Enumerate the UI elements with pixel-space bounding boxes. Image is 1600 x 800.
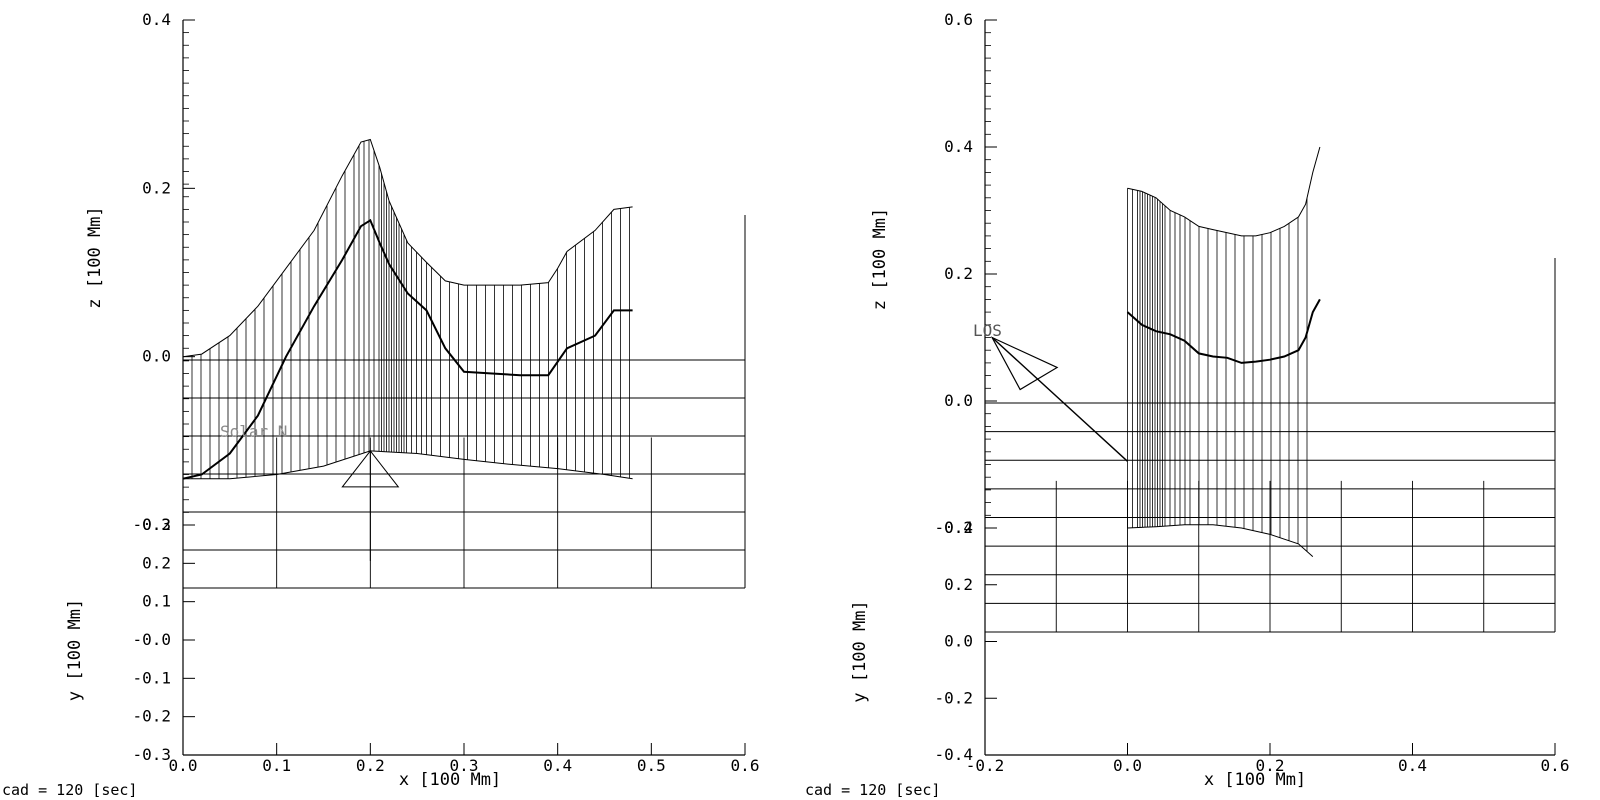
series-field-line — [182, 218, 633, 480]
z-tick-label: 0.2 — [944, 264, 973, 283]
z-tick-label: 0.0 — [944, 391, 973, 410]
y-tick-label: 0.2 — [142, 553, 171, 572]
annotation-label: LOS — [973, 321, 1002, 340]
z-tick-label: 0.4 — [944, 137, 973, 156]
series-upper-boundary — [182, 138, 633, 358]
cadence-label: cad = 120 [sec] — [805, 781, 940, 799]
y-tick-label: -0.2 — [132, 707, 171, 726]
x-tick-label: 0.6 — [731, 756, 760, 775]
series-field-line — [1126, 298, 1321, 364]
series-upper-boundary — [1127, 146, 1321, 237]
y-tick-label: 0.0 — [944, 632, 973, 651]
observer-triangle — [341, 450, 400, 488]
series-footpoint-baseline — [183, 450, 633, 480]
x-axis-title: x [100 Mm] — [1204, 770, 1306, 790]
x-tick-label: 0.4 — [1398, 756, 1427, 775]
z-tick-label: -0.2 — [132, 515, 171, 534]
cadence-label: cad = 120 [sec] — [2, 781, 137, 799]
y-tick-label: -0.0 — [132, 630, 171, 649]
los-arrowhead — [990, 336, 1059, 391]
x-axis-title: x [100 Mm] — [399, 770, 501, 790]
z-tick-label: 0.4 — [142, 10, 171, 29]
y-tick-label: 0.1 — [142, 592, 171, 611]
z-axis-title: z [100 Mm] — [85, 206, 105, 308]
x-tick-label: -0.2 — [966, 756, 1005, 775]
y-tick-label: 0.4 — [944, 518, 973, 537]
y-tick-label: -0.1 — [132, 668, 171, 687]
y-tick-label: -0.3 — [132, 745, 171, 764]
x-tick-label: 0.2 — [356, 756, 385, 775]
left-panel: -0.2 0.0 0.2 0.4 -0.3 -0.2 -0.1 -0.0 0.1 0.2 0.3 0.… — [2, 10, 759, 799]
x-tick-label: 0.0 — [169, 756, 198, 775]
x-tick-label: 0.0 — [1113, 756, 1142, 775]
y-tick-label: -0.4 — [934, 745, 973, 764]
x-tick-label: 0.3 — [450, 756, 479, 775]
y-tick-label: -0.2 — [934, 688, 973, 707]
right-panel: -0.20.00.20.40.6-0.4-0.20.00.20.4-0.2 0.0… — [805, 10, 1569, 799]
x-tick-label: 0.5 — [637, 756, 666, 775]
z-axis-title: z [100 Mm] — [870, 208, 890, 310]
x-tick-label: 0.1 — [262, 756, 291, 775]
y-tick-label: 0.3 — [142, 515, 171, 534]
y-tick-label: 0.2 — [944, 575, 973, 594]
annotation-label: Solar N — [220, 422, 287, 441]
z-tick-label: 0.6 — [944, 10, 973, 29]
series-footpoint-baseline — [1127, 524, 1314, 557]
y-axis-title: y [100 Mm] — [65, 599, 85, 701]
y-axis-title: y [100 Mm] — [850, 600, 870, 702]
x-tick-label: 0.4 — [543, 756, 572, 775]
z-tick-label: 0.0 — [142, 347, 171, 366]
x-tick-label: 0.6 — [1541, 756, 1570, 775]
z-tick-label: 0.2 — [142, 178, 171, 197]
z-tick-label: -0.2 — [934, 518, 973, 537]
los-arrow-line — [991, 336, 1128, 462]
x-tick-label: 0.2 — [1256, 756, 1285, 775]
